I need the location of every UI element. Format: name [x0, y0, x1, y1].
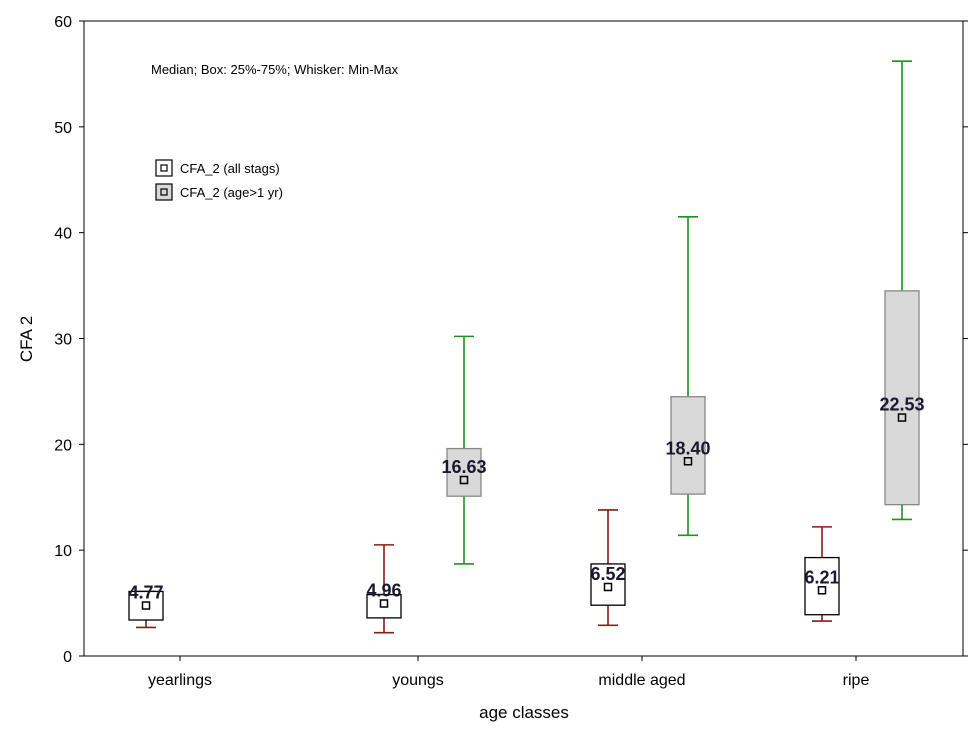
median-value-label: 22.53 — [879, 395, 924, 415]
y-tick-label: 60 — [54, 14, 72, 31]
median-value-label: 16.63 — [441, 457, 486, 477]
legend: CFA_2 (all stags) CFA_2 (age>1 yr) — [155, 159, 283, 201]
x-tick-label: ripe — [843, 672, 870, 689]
legend-label: CFA_2 (all stags) — [180, 161, 280, 176]
y-axis-title: CFA 2 — [17, 316, 36, 362]
box-age-over-1yr: 16.63 — [441, 335, 487, 565]
iqr-box — [128, 590, 164, 621]
x-axis-title: age classes — [479, 703, 569, 722]
box-all-stags: 6.52 — [590, 509, 626, 627]
median-value-label: 18.40 — [665, 438, 710, 458]
x-tick-label: yearlings — [148, 672, 212, 689]
box-age-over-1yr: 22.53 — [879, 60, 925, 521]
y-tick-label: 10 — [54, 543, 72, 560]
y-tick-label: 0 — [63, 649, 72, 666]
iqr-box — [804, 556, 840, 616]
legend-swatch-marker — [160, 188, 168, 196]
median-value-label: 6.52 — [590, 564, 625, 584]
iqr-box — [446, 447, 482, 497]
box-all-stags: 6.21 — [804, 526, 840, 622]
x-tick-label: middle aged — [598, 672, 685, 689]
median-marker — [459, 475, 469, 485]
chart-note: Median; Box: 25%-75%; Whisker: Min-Max — [151, 62, 399, 77]
y-tick-label: 30 — [54, 332, 72, 349]
chart-marks: 4.77 4.96 6.52 6.21 16.63 18.40 22.53 — [128, 60, 925, 634]
legend-swatch-marker — [160, 164, 168, 172]
x-axis: yearlings youngs middle aged ripe — [148, 656, 869, 689]
box-all-stags: 4.77 — [128, 583, 164, 629]
median-marker — [379, 599, 389, 608]
median-value-label: 6.21 — [804, 567, 839, 587]
median-marker — [683, 457, 693, 466]
box-all-stags: 4.96 — [366, 544, 402, 634]
median-value-label: 4.77 — [128, 583, 163, 603]
median-marker — [897, 413, 907, 422]
y-tick-label: 20 — [54, 437, 72, 454]
iqr-box — [670, 396, 706, 495]
median-marker — [603, 582, 613, 592]
median-marker — [817, 586, 827, 595]
median-value-label: 4.96 — [366, 581, 401, 601]
box-age-over-1yr: 18.40 — [665, 215, 711, 537]
y-tick-label: 40 — [54, 226, 72, 243]
x-tick-label: youngs — [392, 672, 444, 689]
legend-label: CFA_2 (age>1 yr) — [180, 185, 283, 200]
y-axis: 0 10 20 30 40 50 60 — [54, 14, 968, 666]
iqr-box — [884, 290, 920, 506]
median-marker — [141, 601, 151, 610]
y-tick-label: 50 — [54, 120, 72, 137]
